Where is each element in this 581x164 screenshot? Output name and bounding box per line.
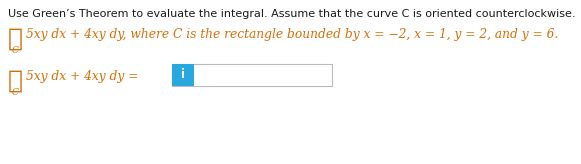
Bar — [172, 64, 332, 86]
Bar — [172, 64, 194, 86]
Text: ∮: ∮ — [8, 28, 23, 51]
Text: 5xy dx + 4xy dy, where C is the rectangle bounded by x = −2, x = 1, y = 2, and y: 5xy dx + 4xy dy, where C is the rectangl… — [26, 28, 558, 41]
Text: ∮: ∮ — [8, 70, 23, 93]
Text: C: C — [12, 88, 19, 97]
Text: 5xy dx + 4xy dy =: 5xy dx + 4xy dy = — [26, 70, 138, 83]
Text: i: i — [181, 69, 185, 82]
Text: Use Green’s Theorem to evaluate the integral. Assume that the curve C is oriente: Use Green’s Theorem to evaluate the inte… — [8, 9, 576, 19]
Text: C: C — [12, 46, 19, 55]
